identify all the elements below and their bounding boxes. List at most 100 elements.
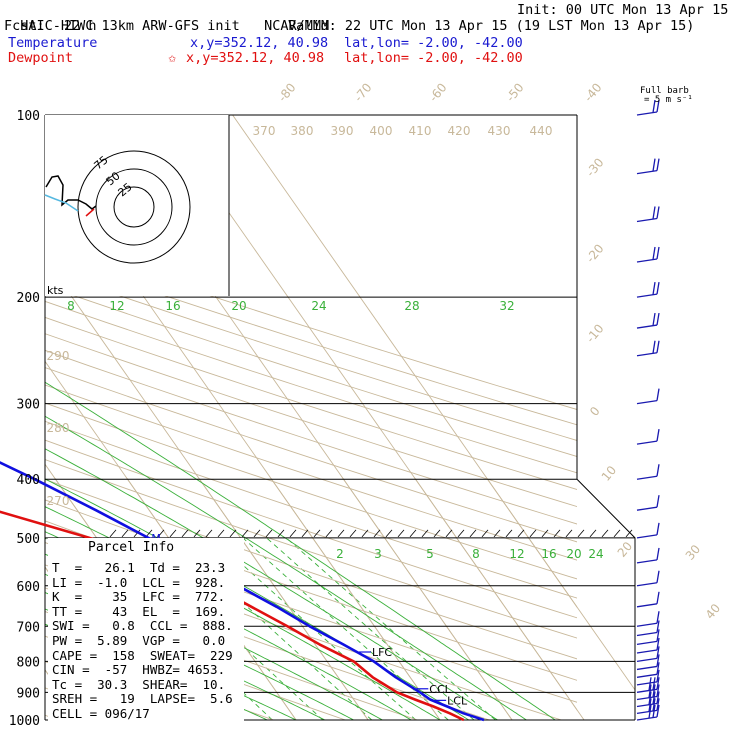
hatch-mark <box>445 529 453 538</box>
moist-adiabat-label: 8 <box>67 299 75 313</box>
hatch-mark <box>553 529 561 538</box>
hatch-mark <box>277 529 285 538</box>
wind-barb <box>636 570 660 587</box>
wind-barbs <box>636 99 660 721</box>
right-axis-lower <box>576 478 636 720</box>
hatch-mark <box>229 529 237 538</box>
parcel-info-row: SWI = 0.8 CCL = 888. <box>52 618 233 634</box>
wind-barb <box>636 591 660 608</box>
pressure-tick-label: 600 <box>17 580 40 595</box>
dry-adiabat-line <box>45 300 577 474</box>
moist-adiabat-line <box>45 448 498 720</box>
wind-barb <box>636 629 660 646</box>
parcel-info-row: T = 26.1 Td = 23.3 <box>52 560 226 575</box>
pressure-tick-label: 500 <box>17 532 40 547</box>
isotherm-label: -10 <box>583 321 606 345</box>
pressure-tick-label: 400 <box>17 473 40 488</box>
temperature-legend: Temperature <box>8 35 98 51</box>
parcel-info-row: CELL = 096/17 <box>52 706 150 721</box>
hatch-mark <box>373 529 381 538</box>
mixing-ratio-label: 5 <box>426 547 434 561</box>
hatch-mark <box>505 529 513 538</box>
dry-adiabat-line <box>45 459 577 639</box>
pressure-tick-label: 200 <box>17 291 40 306</box>
wind-barb <box>636 312 660 329</box>
pressure-tick-label: 300 <box>17 398 40 413</box>
isotherm-label: 30 <box>683 542 704 563</box>
fcst-value: 22 h <box>64 18 97 34</box>
mixing-ratio-label: 8 <box>472 547 480 561</box>
model-title: HAIC-HIWC 13km ARW-GFS init <box>20 18 240 34</box>
dewpoint-xy: x,y=352.12, 40.98 <box>186 50 325 66</box>
dry-adiabat-line <box>45 478 577 660</box>
wind-barb <box>636 620 660 637</box>
parcel-info-row: K = 35 LFC = 772. <box>52 589 226 605</box>
wind-barb <box>636 246 660 263</box>
pressure-tick-label: 700 <box>17 620 40 635</box>
pressure-tick-label: 1000 <box>9 714 40 729</box>
hatch-mark <box>517 529 525 538</box>
isotherm-line <box>232 115 577 608</box>
wind-barb <box>636 158 660 175</box>
wind-barb <box>636 206 660 223</box>
dry-adiabat-line <box>45 349 577 525</box>
wind-barb <box>636 654 660 671</box>
theta-label: 270 <box>47 494 70 508</box>
isotherm-label: -70 <box>351 80 374 104</box>
mixing-ratio-line <box>286 537 496 720</box>
hatch-mark <box>205 529 213 538</box>
theta-label: 440 <box>530 124 553 138</box>
pressure-tick-label: 100 <box>17 109 40 124</box>
hodograph-background <box>45 115 229 296</box>
parcel-info-panel <box>48 538 244 730</box>
valid-time: Valid: 22 UTC Mon 13 Apr 15 (19 LST Mon … <box>288 18 695 34</box>
parcel-info-row: CIN = -57 HWBZ= 4653. <box>52 662 226 678</box>
hatch-mark <box>577 529 585 538</box>
mixing-ratio-label: 16 <box>541 547 556 561</box>
mixing-ratio-label: 3 <box>374 547 382 561</box>
org-label: NCAR/MMM <box>264 18 330 34</box>
hatch-mark <box>121 529 129 538</box>
dry-adiabat-line <box>45 564 490 720</box>
hodograph-units: kts <box>47 284 64 297</box>
wind-barb <box>636 611 660 627</box>
mixing-ratio-label: 2 <box>336 547 344 561</box>
parcel-info-row: SREH = 19 LAPSE= 5.6 <box>52 691 233 707</box>
hatch-mark <box>529 529 537 538</box>
hatch-mark <box>313 529 321 538</box>
hatch-mark <box>301 529 309 538</box>
hatch-mark <box>325 529 333 538</box>
hatch-mark <box>625 529 633 538</box>
hatch-mark <box>109 529 117 538</box>
dewpoint-legend: Dewpoint <box>8 50 74 66</box>
hatch-mark <box>133 529 141 538</box>
hodograph-ring <box>113 186 155 228</box>
dry-adiabat-line <box>45 254 577 426</box>
moist-adiabat-line <box>45 573 354 720</box>
wind-barb <box>636 646 660 663</box>
parcel-info-row: PW = 5.89 VGP = 0.0 <box>52 633 226 648</box>
dry-adiabat-line <box>45 333 577 508</box>
dewpoint-marker-icon: ✩ <box>168 50 177 66</box>
isotherm-label: -30 <box>583 155 606 179</box>
hodograph-ring <box>95 168 173 246</box>
isotherm-label: 40 <box>703 601 724 622</box>
moist-adiabat-label: 20 <box>231 299 246 313</box>
hatch-mark <box>565 529 573 538</box>
pressure-tick-label: 800 <box>17 655 40 670</box>
parcel-info-row: CAPE = 158 SWEAT= 229 <box>52 647 233 663</box>
theta-label: 410 <box>409 124 432 138</box>
hatch-mark <box>433 529 441 538</box>
moist-adiabat-line <box>45 381 556 720</box>
temperature-xy: x,y=352.12, 40.98 <box>190 35 329 51</box>
wind-barb <box>636 637 660 654</box>
hatch-mark <box>217 529 225 538</box>
hatch-mark <box>349 529 357 538</box>
moist-adiabat-line <box>45 415 527 720</box>
hatch-mark <box>493 529 501 538</box>
wind-barb <box>636 677 660 693</box>
hatch-mark <box>457 529 465 538</box>
dewpoint-latlon: lat,lon= -2.00, -42.00 <box>344 50 523 66</box>
isotherm-label: 0 <box>587 404 603 419</box>
hatch-mark <box>421 529 429 538</box>
